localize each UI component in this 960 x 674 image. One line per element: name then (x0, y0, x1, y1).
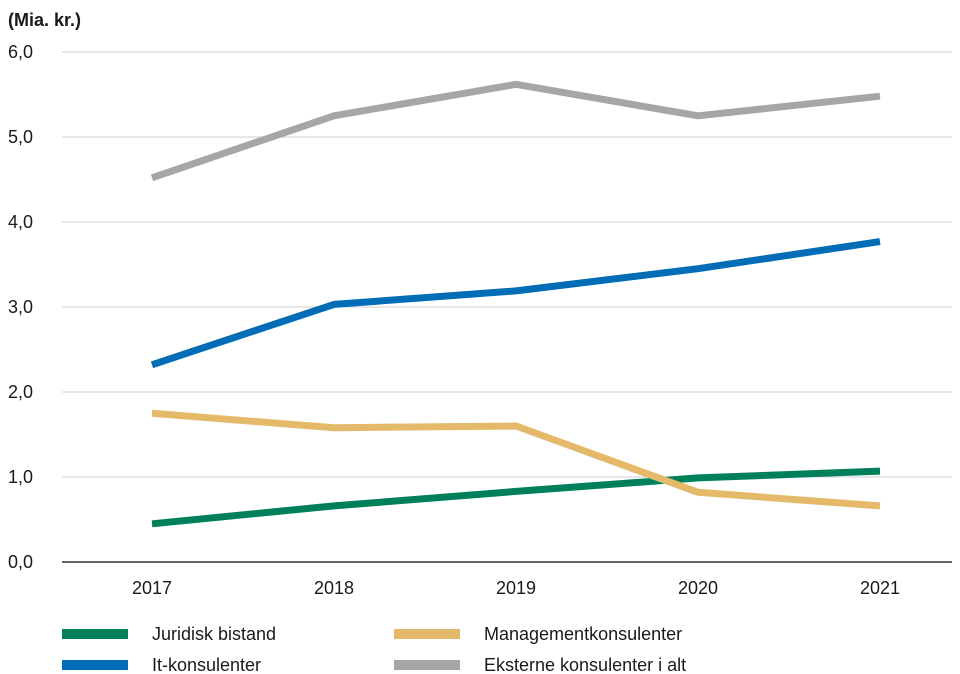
x-tick-label: 2019 (496, 578, 536, 598)
y-tick-label: 6,0 (8, 42, 33, 62)
legend-swatch (394, 629, 460, 639)
legend-label: It-konsulenter (152, 655, 261, 674)
legend-label: Managementkonsulenter (484, 624, 682, 644)
x-tick-label: 2021 (860, 578, 900, 598)
series-line (152, 242, 880, 365)
y-tick-label: 0,0 (8, 552, 33, 572)
y-tick-label: 3,0 (8, 297, 33, 317)
y-unit-label: (Mia. kr.) (8, 10, 81, 30)
legend-swatch (62, 629, 128, 639)
x-tick-label: 2018 (314, 578, 354, 598)
y-tick-label: 1,0 (8, 467, 33, 487)
x-tick-label: 2017 (132, 578, 172, 598)
legend: Juridisk bistand It-konsulenter Management… (62, 624, 686, 674)
x-tick-labels: 2017 2018 2019 2020 2021 (132, 578, 900, 598)
legend-label: Eksterne konsulenter i alt (484, 655, 686, 674)
grid (62, 52, 952, 562)
legend-swatch (62, 660, 128, 670)
y-tick-label: 5,0 (8, 127, 33, 147)
legend-label: Juridisk bistand (152, 624, 276, 644)
x-tick-label: 2020 (678, 578, 718, 598)
series-lines (152, 84, 880, 524)
series-line (152, 84, 880, 178)
y-tick-label: 4,0 (8, 212, 33, 232)
y-tick-label: 2,0 (8, 382, 33, 402)
y-tick-labels: 0,0 1,0 2,0 3,0 4,0 5,0 6,0 (8, 42, 33, 572)
legend-swatch (394, 660, 460, 670)
